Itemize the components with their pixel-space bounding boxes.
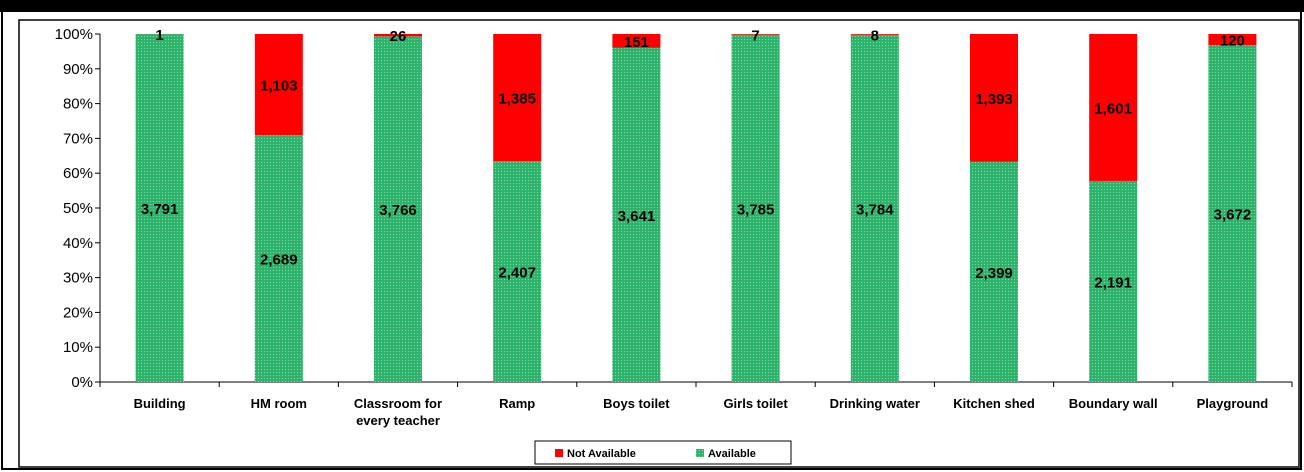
- x-tick-label: Boundary wall: [1069, 396, 1158, 411]
- data-label-available: 2,191: [1094, 274, 1132, 291]
- data-label-not-available: 1,601: [1094, 100, 1132, 117]
- y-tick-label: 50%: [63, 200, 93, 217]
- bar-available: [970, 161, 1018, 382]
- bar-available: [135, 34, 184, 383]
- bar-not-available: [374, 34, 422, 37]
- x-tick-label: Ramp: [499, 396, 535, 411]
- bar-available: [493, 161, 542, 382]
- y-tick-label: 80%: [63, 96, 93, 113]
- x-tick-label: Playground: [1197, 396, 1269, 411]
- data-label-not-available: 120: [1220, 33, 1245, 50]
- bar-not-available: [493, 34, 542, 162]
- y-tick-label: 40%: [63, 235, 93, 252]
- data-label-not-available: 1,103: [260, 78, 298, 95]
- data-label-not-available: 1: [155, 27, 163, 44]
- data-label-not-available: 1,385: [498, 91, 536, 108]
- legend-label: Not Available: [567, 448, 636, 460]
- data-label-not-available: 1,393: [975, 91, 1013, 108]
- axes: 0% 10% 20% 30% 40% 50% 60% 70% 80% 90% 100% Buildin…: [55, 26, 1293, 428]
- bar-available: [254, 135, 303, 382]
- data-label-available: 3,672: [1214, 207, 1252, 224]
- bar-not-available: [254, 34, 303, 136]
- y-tick-label: 100%: [55, 26, 93, 43]
- data-label-not-available: 7: [751, 27, 759, 44]
- data-labels: 3,791 1 2,689 1,103 3,766 26 2,407 1,385 3,641 15…: [141, 27, 1251, 291]
- bar-not-available: [970, 34, 1018, 162]
- legend-label: Available: [708, 448, 756, 460]
- bar-available: [612, 47, 661, 382]
- bar-not-available: [612, 34, 661, 48]
- legend-swatch: [555, 449, 563, 457]
- data-label-available: 2,407: [498, 265, 536, 282]
- bar-not-available: [1089, 34, 1138, 181]
- data-label-available: 3,784: [856, 201, 894, 218]
- bar-available: [1208, 45, 1257, 382]
- x-tick-label: Boys toilet: [603, 396, 670, 411]
- y-tick-label: 60%: [63, 165, 93, 182]
- bar-available: [1089, 180, 1138, 382]
- data-label-available: 3,791: [141, 201, 179, 218]
- bar-available: [850, 34, 899, 382]
- y-tick-label: 90%: [63, 61, 93, 78]
- y-tick-label: 10%: [63, 339, 93, 356]
- x-tick-label: HM room: [251, 396, 307, 411]
- y-tick-label: 70%: [63, 130, 93, 147]
- legend: Not Available Available: [534, 440, 792, 465]
- data-label-available: 3,785: [737, 201, 775, 218]
- y-tick-label: 30%: [63, 270, 93, 287]
- x-tick-label: Building: [134, 396, 186, 411]
- data-label-not-available: 26: [390, 28, 407, 45]
- x-tick-label: Girls toilet: [723, 396, 788, 411]
- legend-swatch: [696, 449, 704, 457]
- bar-not-available: [731, 34, 780, 35]
- top-border-band: [0, 0, 1304, 12]
- data-label-available: 2,399: [975, 265, 1013, 282]
- bars: [135, 34, 1257, 383]
- y-tick-label: 0%: [71, 374, 93, 391]
- data-label-not-available: 8: [871, 27, 879, 44]
- bar-not-available: [1208, 34, 1257, 46]
- x-tick-label: Drinking water: [830, 396, 920, 411]
- legend-box: [534, 440, 792, 465]
- y-tick-label: 20%: [63, 304, 93, 321]
- bar-available: [731, 34, 780, 383]
- bar-available: [374, 36, 422, 382]
- bar-not-available: [850, 34, 899, 35]
- x-tick-label: Kitchen shed: [953, 396, 1035, 411]
- data-label-available: 3,766: [379, 202, 417, 219]
- data-label-not-available: 151: [624, 34, 649, 51]
- x-tick-label: every teacher: [356, 413, 440, 428]
- x-tick-label: Classroom for: [354, 396, 442, 411]
- data-label-available: 2,689: [260, 252, 298, 269]
- data-label-available: 3,641: [618, 208, 656, 225]
